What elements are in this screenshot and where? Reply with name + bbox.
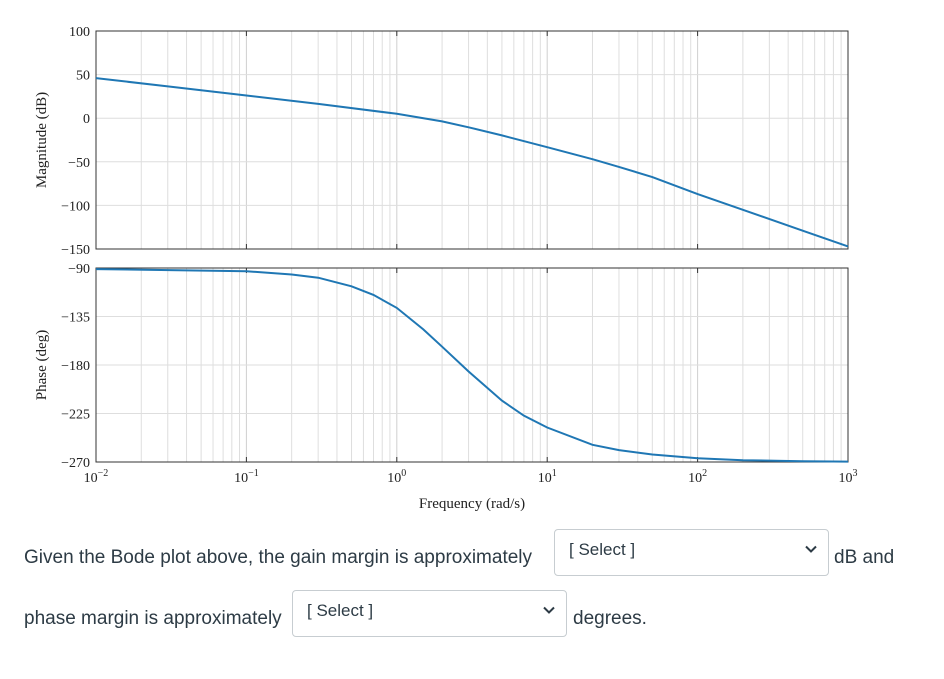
phase-margin-select[interactable]: [ Select ] (292, 590, 567, 637)
x-tick-label: 10−1 (234, 468, 259, 486)
phase-axis-label: Phase (deg) (34, 330, 50, 400)
y-tick-label: −270 (61, 456, 90, 471)
chevron-down-icon (543, 606, 555, 614)
gain-margin-select[interactable]: [ Select ] (554, 529, 829, 576)
y-tick-label: −225 (61, 408, 90, 423)
y-tick-label: −100 (61, 199, 90, 214)
question-text-part1: Given the Bode plot above, the gain marg… (24, 547, 533, 568)
y-tick-label: 100 (69, 25, 90, 40)
y-tick-label: 0 (83, 112, 90, 127)
y-tick-label: −90 (68, 262, 90, 277)
x-tick-label: 102 (688, 468, 707, 486)
phase-axes-frame (95, 267, 849, 463)
question-unit2: degrees. (573, 608, 647, 629)
frequency-tick-labels: 10−2 10−1 100 101 102 103 (84, 468, 858, 486)
phase-series-line (95, 268, 849, 463)
gain-margin-select-value: [ Select ] (569, 540, 636, 559)
y-tick-label: −50 (68, 156, 90, 171)
x-tick-label: 103 (839, 468, 858, 486)
chevron-down-icon (805, 545, 817, 553)
bode-plot: 100 50 0 −50 −100 −150 −90 −135 −180 −225 −270 10… (34, 25, 858, 512)
x-tick-label: 101 (538, 468, 557, 486)
phase-margin-select-value: [ Select ] (307, 601, 374, 620)
y-tick-label: −180 (61, 359, 90, 374)
phase-ytick-labels: −90 −135 −180 −225 −270 (61, 262, 90, 471)
y-tick-label: −150 (61, 243, 90, 258)
frequency-axis-label: Frequency (rad/s) (419, 496, 525, 512)
magnitude-ytick-labels: 100 50 0 −50 −100 −150 (61, 25, 90, 258)
magnitude-axes-frame (95, 30, 849, 250)
x-tick-label: 100 (387, 468, 406, 486)
question-unit1: dB and (834, 547, 895, 568)
magnitude-series-line (95, 77, 849, 248)
y-tick-label: 50 (76, 69, 90, 84)
y-tick-label: −135 (61, 311, 90, 326)
question-text-part2: phase margin is approximately (24, 608, 282, 629)
magnitude-grid (95, 30, 848, 250)
phase-grid (95, 267, 848, 463)
magnitude-axis-label: Magnitude (dB) (34, 92, 50, 188)
x-tick-label: 10−2 (84, 468, 109, 486)
